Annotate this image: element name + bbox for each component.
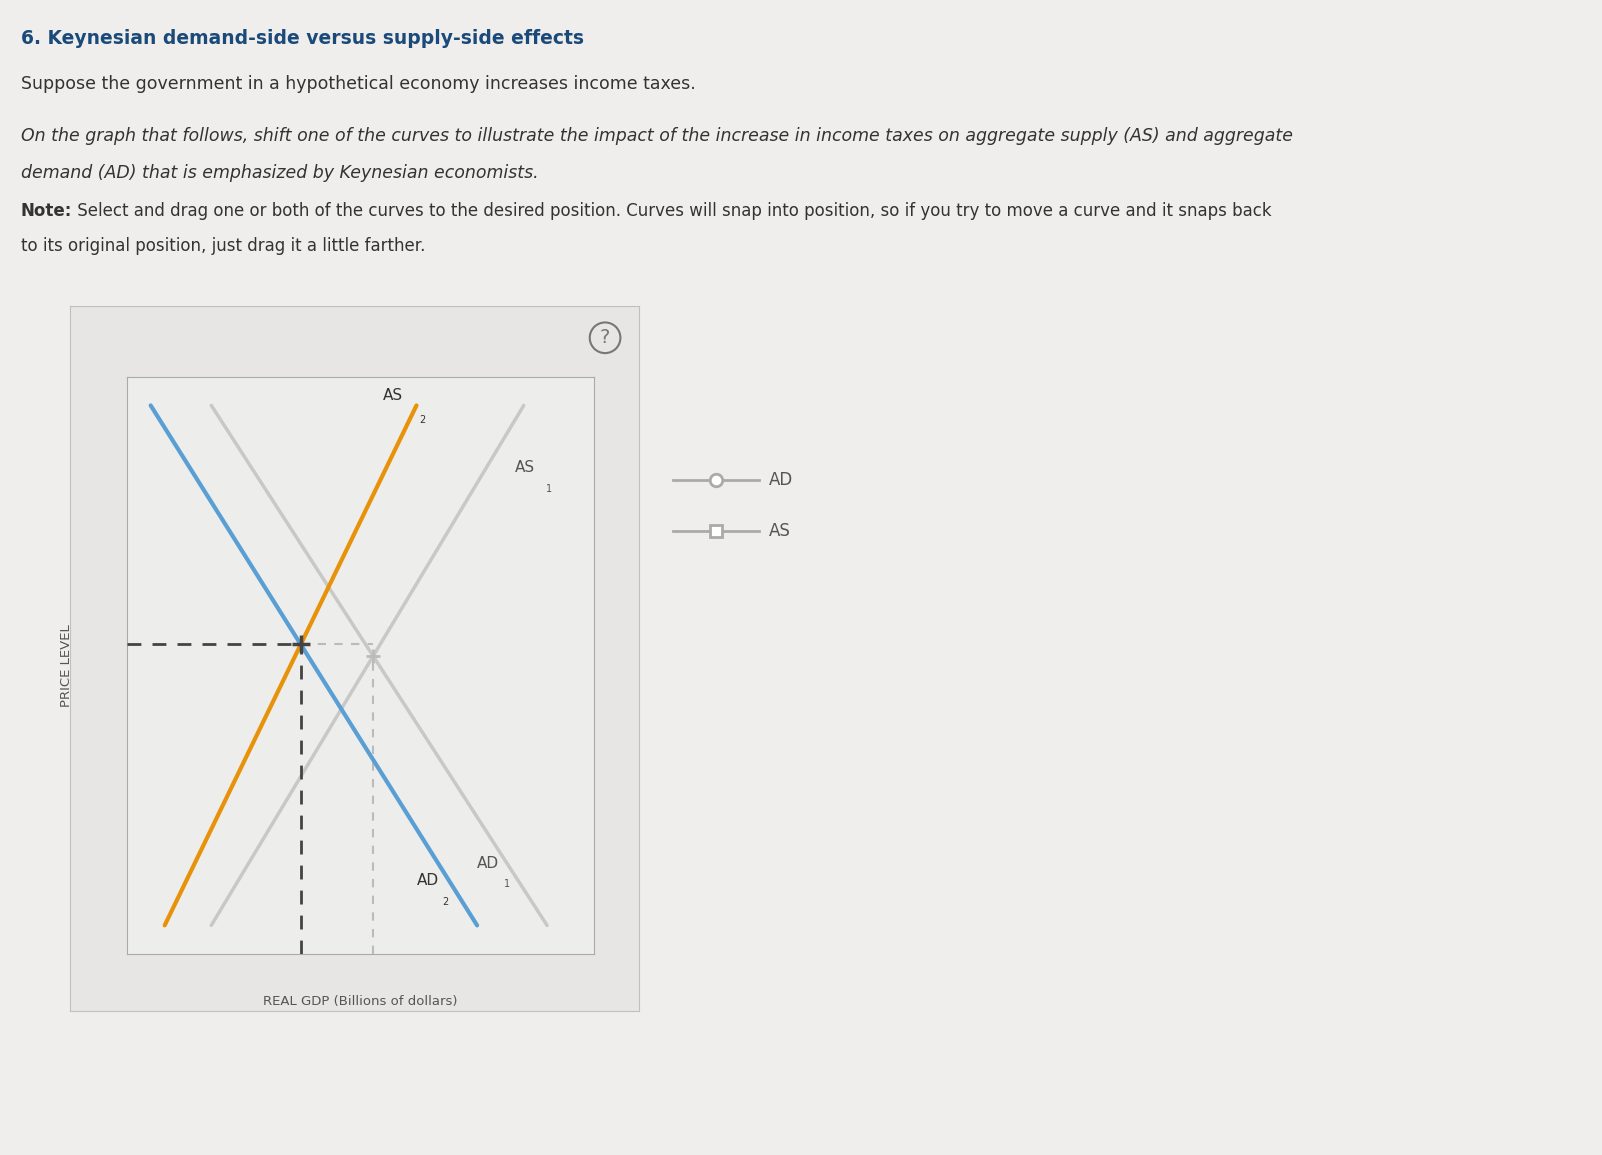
- Text: Suppose the government in a hypothetical economy increases income taxes.: Suppose the government in a hypothetical…: [21, 75, 695, 94]
- Text: $_1$: $_1$: [545, 480, 553, 495]
- Text: AS: AS: [383, 388, 402, 403]
- Text: $_1$: $_1$: [503, 877, 509, 891]
- Text: 6. Keynesian demand-side versus supply-side effects: 6. Keynesian demand-side versus supply-s…: [21, 29, 583, 47]
- Text: On the graph that follows, shift one of the curves to illustrate the impact of t: On the graph that follows, shift one of …: [21, 127, 1293, 146]
- Text: to its original position, just drag it a little farther.: to its original position, just drag it a…: [21, 237, 425, 255]
- Text: Note:: Note:: [21, 202, 72, 221]
- Text: REAL GDP (Billions of dollars): REAL GDP (Billions of dollars): [263, 994, 458, 1007]
- Text: $_2$: $_2$: [418, 411, 426, 426]
- Text: demand (AD) that is emphasized by Keynesian economists.: demand (AD) that is emphasized by Keynes…: [21, 164, 538, 182]
- Text: AD: AD: [417, 873, 439, 888]
- Text: PRICE LEVEL: PRICE LEVEL: [61, 624, 74, 707]
- Text: AD: AD: [477, 856, 500, 871]
- Text: ?: ?: [599, 328, 610, 348]
- Text: AD: AD: [769, 471, 793, 490]
- Text: Select and drag one or both of the curves to the desired position. Curves will s: Select and drag one or both of the curve…: [72, 202, 1272, 221]
- Text: AS: AS: [769, 522, 791, 541]
- Text: $_2$: $_2$: [442, 894, 450, 908]
- Text: AS: AS: [514, 460, 535, 475]
